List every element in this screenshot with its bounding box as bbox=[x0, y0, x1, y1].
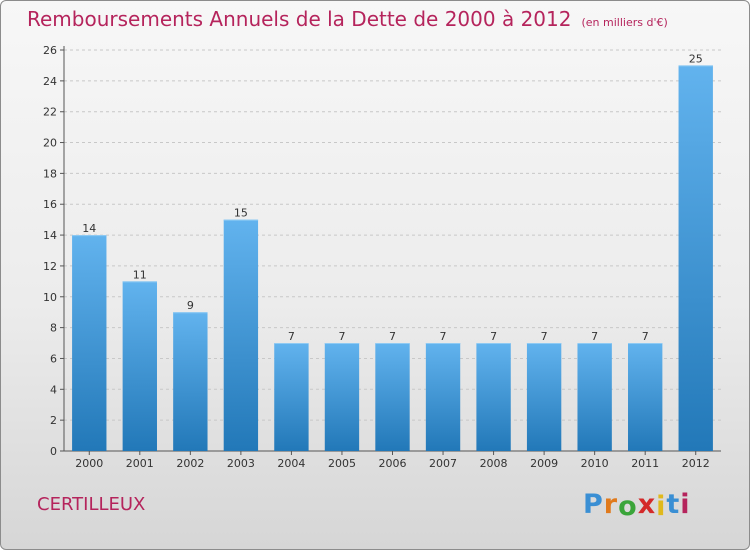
y-tick-label: 12 bbox=[43, 260, 57, 273]
chart-subtitle: (en milliers d'€) bbox=[581, 16, 668, 29]
x-tick-label: 2010 bbox=[581, 457, 609, 470]
x-tick-label: 2005 bbox=[328, 457, 356, 470]
y-tick-label: 10 bbox=[43, 291, 57, 304]
y-tick-label: 16 bbox=[43, 198, 57, 211]
x-tick-label: 2008 bbox=[480, 457, 508, 470]
bar-value-label: 7 bbox=[541, 330, 548, 343]
y-tick-label: 6 bbox=[50, 352, 57, 365]
y-tick-label: 0 bbox=[50, 445, 57, 458]
bar bbox=[628, 343, 663, 451]
bar bbox=[577, 343, 612, 451]
bar bbox=[122, 281, 157, 451]
bar-value-label: 7 bbox=[338, 330, 345, 343]
logo-letter: t bbox=[666, 489, 681, 520]
bar-value-label: 25 bbox=[689, 52, 703, 65]
x-tick-label: 2012 bbox=[682, 457, 710, 470]
x-tick-label: 2004 bbox=[277, 457, 305, 470]
bar bbox=[526, 343, 562, 451]
x-tick-label: 2006 bbox=[379, 457, 407, 470]
bar-value-label: 7 bbox=[389, 330, 396, 343]
bar-value-label: 9 bbox=[187, 299, 194, 312]
bar-value-label: 11 bbox=[133, 268, 147, 281]
bar-value-label: 7 bbox=[490, 330, 497, 343]
logo-letter: r bbox=[603, 489, 619, 520]
x-tick-label: 2000 bbox=[75, 457, 103, 470]
y-tick-label: 8 bbox=[50, 322, 57, 335]
bar bbox=[72, 235, 107, 451]
chart-title: Remboursements Annuels de la Dette de 20… bbox=[27, 7, 572, 31]
y-tick-label: 2 bbox=[50, 414, 57, 427]
bar-value-label: 7 bbox=[288, 330, 295, 343]
bar bbox=[678, 65, 713, 451]
proxiti-logo: Proxiti bbox=[583, 489, 691, 522]
commune-name: CERTILLEUX bbox=[37, 494, 146, 515]
bar bbox=[223, 219, 259, 451]
bar-value-label: 7 bbox=[440, 330, 447, 343]
chart-title-block: Remboursements Annuels de la Dette de 20… bbox=[27, 7, 668, 31]
x-tick-label: 2011 bbox=[631, 457, 659, 470]
bar bbox=[274, 343, 309, 451]
logo-letter: o bbox=[618, 491, 638, 522]
logo-letter: i bbox=[656, 491, 667, 522]
x-tick-label: 2002 bbox=[176, 457, 204, 470]
bar bbox=[375, 343, 410, 451]
y-tick-label: 18 bbox=[43, 167, 57, 180]
x-tick-label: 2001 bbox=[126, 457, 154, 470]
logo-letter: x bbox=[637, 489, 657, 520]
bar bbox=[173, 312, 208, 451]
y-tick-label: 14 bbox=[43, 229, 57, 242]
bar bbox=[476, 343, 511, 451]
bar-value-label: 14 bbox=[82, 222, 96, 235]
y-tick-label: 24 bbox=[43, 75, 57, 88]
x-tick-label: 2009 bbox=[530, 457, 558, 470]
logo-letter: i bbox=[680, 489, 691, 520]
y-tick-label: 26 bbox=[43, 44, 57, 57]
y-tick-label: 22 bbox=[43, 106, 57, 119]
bar bbox=[324, 343, 360, 451]
bar-value-label: 7 bbox=[642, 330, 649, 343]
x-tick-label: 2003 bbox=[227, 457, 255, 470]
bar-value-label: 15 bbox=[234, 207, 248, 220]
y-tick-label: 4 bbox=[50, 383, 57, 396]
bar-value-label: 7 bbox=[591, 330, 598, 343]
logo-letter: P bbox=[583, 489, 604, 520]
y-tick-label: 20 bbox=[43, 137, 57, 150]
x-tick-label: 2007 bbox=[429, 457, 457, 470]
bar bbox=[425, 343, 461, 451]
